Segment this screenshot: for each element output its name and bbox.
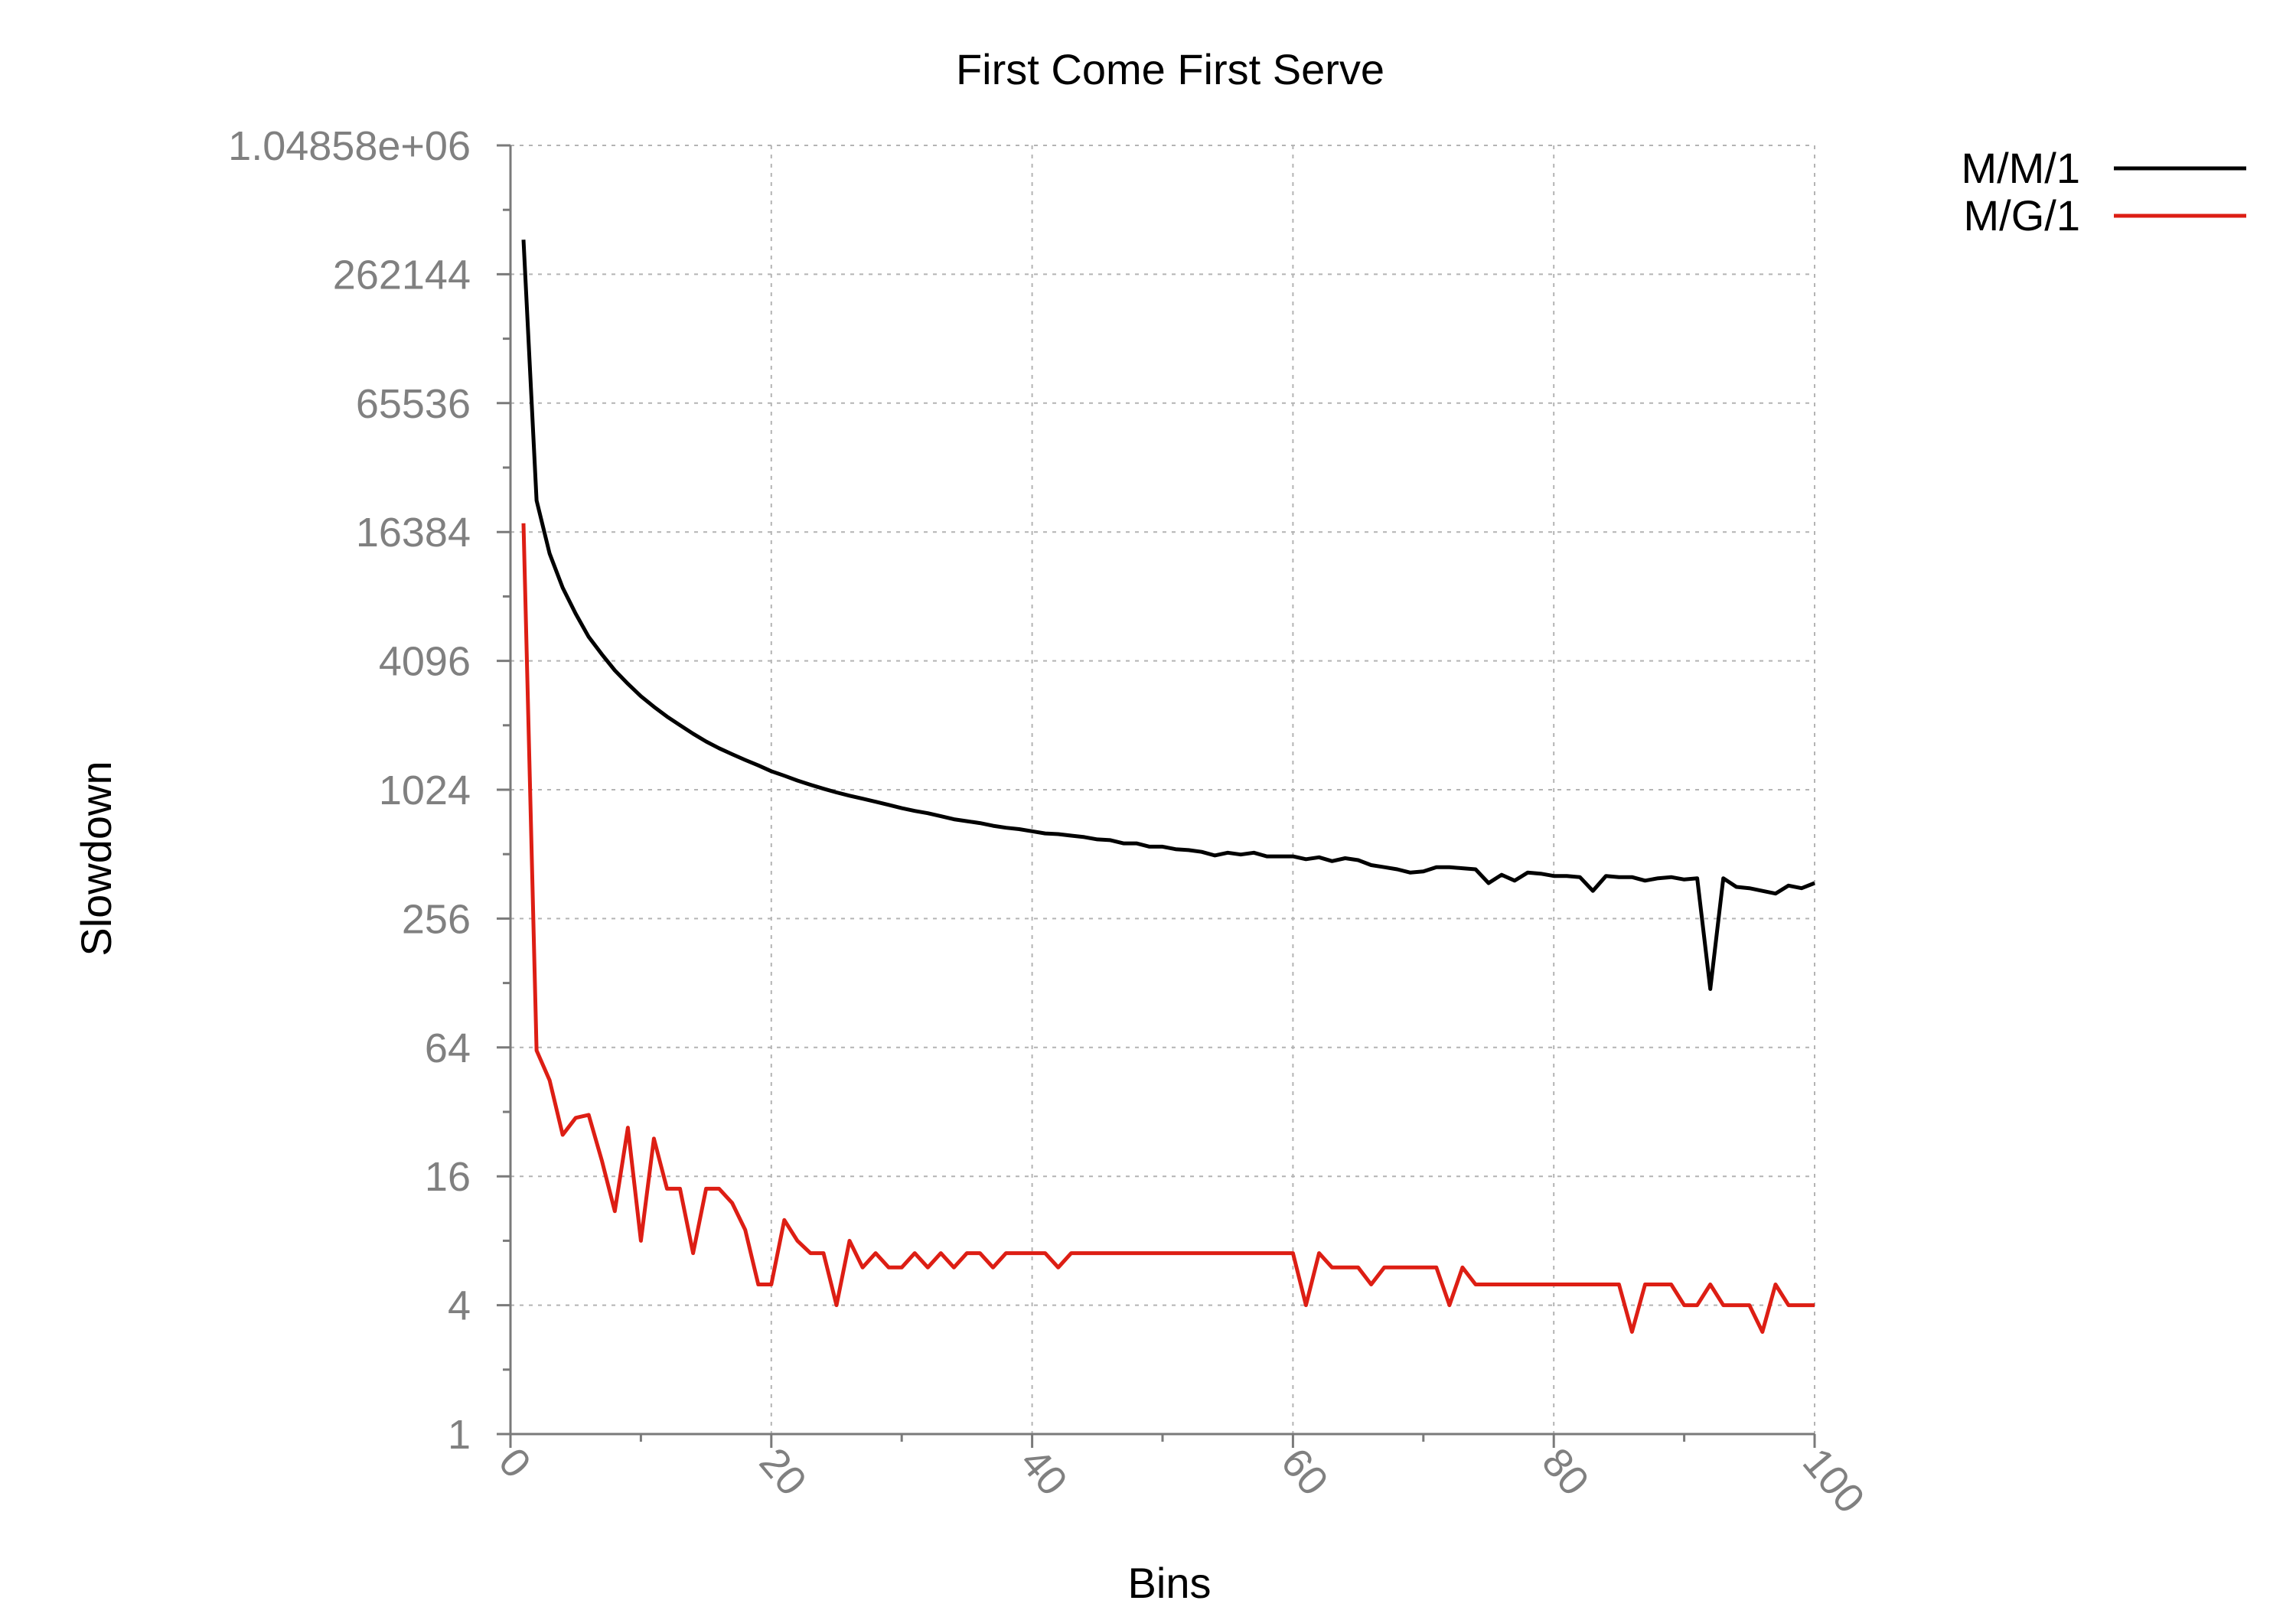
x-tick-label: 80 [1533, 1439, 1598, 1504]
y-axis-label: Slowdown [72, 761, 120, 956]
y-tick-label: 4096 [379, 639, 471, 685]
x-tick-label: 100 [1794, 1439, 1874, 1522]
series-line-m-m-1 [521, 240, 1815, 991]
chart-title: First Come First Serve [956, 45, 1384, 93]
y-tick-label: 16 [425, 1154, 471, 1200]
series [521, 240, 1815, 1334]
y-tick-label: 256 [402, 896, 471, 942]
x-tick-label: 20 [751, 1439, 816, 1504]
y-tick-label: 16384 [356, 510, 471, 556]
legend-label: M/M/1 [1961, 144, 2080, 192]
x-tick-label: 0 [490, 1439, 540, 1487]
y-tick-label: 1 [448, 1412, 471, 1458]
x-tick-label: 40 [1011, 1439, 1076, 1504]
y-tick-label: 262144 [333, 252, 471, 298]
y-tick-label: 65536 [356, 381, 471, 427]
y-tick-label: 64 [425, 1025, 471, 1071]
x-axis-label: Bins [1128, 1559, 1212, 1607]
y-tick-label: 1024 [379, 768, 471, 813]
series-line-m-g-1 [521, 523, 1815, 1334]
grid [510, 145, 1815, 1435]
y-tick-label: 1.04858e+06 [228, 123, 471, 169]
x-tick-label: 60 [1272, 1439, 1337, 1504]
legend: M/M/1M/G/1 [1961, 144, 2246, 240]
y-tick-label: 4 [448, 1283, 471, 1329]
legend-label: M/G/1 [1964, 191, 2080, 240]
